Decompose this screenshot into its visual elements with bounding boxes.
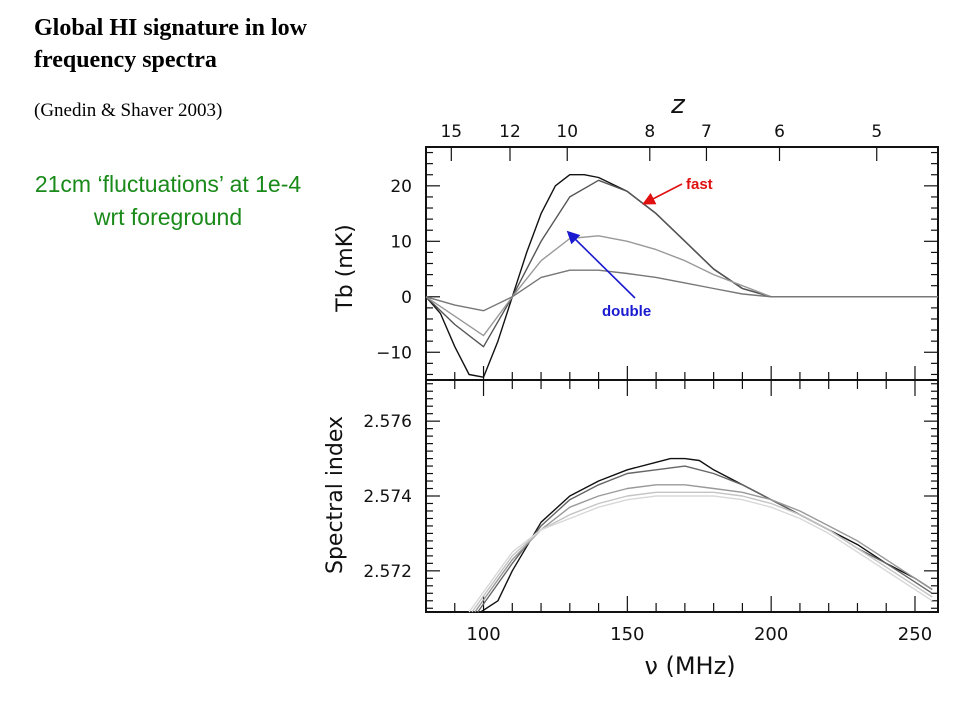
top-y-axis-label: Tb (mK) <box>333 224 358 312</box>
top-series-line-4 <box>425 269 938 312</box>
double-label: double <box>602 303 651 320</box>
top-series-line-1 <box>425 174 938 378</box>
top-y-tick-label: 0 <box>401 288 412 308</box>
redshift-tick-label: 8 <box>644 122 655 142</box>
redshift-tick-label: 12 <box>499 122 521 142</box>
slide-citation: (Gnedin & Shaver 2003) <box>34 100 223 121</box>
bottom-series-line-1 <box>480 457 933 613</box>
redshift-tick-label: 5 <box>871 122 882 142</box>
top-panel-frame <box>425 146 939 381</box>
bottom-y-tick-label: 2.572 <box>363 562 412 582</box>
bottom-series-line-2 <box>477 465 933 613</box>
bottom-y-axis-label: Spectral index <box>323 416 348 574</box>
x-axis-label: ν (MHz) <box>644 652 735 680</box>
bottom-series-line-5 <box>468 495 933 613</box>
top-y-tick-label: 10 <box>390 232 412 252</box>
double-arrow <box>566 230 636 299</box>
redshift-tick-label: 7 <box>701 122 712 142</box>
slide-title: Global HI signature in low frequency spe… <box>34 15 307 73</box>
redshift-tick-label: 15 <box>440 122 462 142</box>
x-tick-label: 100 <box>466 624 500 645</box>
top-axis-label: z <box>670 90 686 120</box>
x-tick-label: 200 <box>754 624 788 645</box>
top-panel: 15 12 10 8 7 6 5 20 10 0 −10 z Tb (mK) fast double <box>333 90 939 381</box>
top-series-line-2 <box>425 179 938 348</box>
bottom-panel: 100 150 200 250 2.576 2.574 2.572 Spectral ind… <box>323 379 939 680</box>
top-panel-ticks: 15 12 10 8 7 6 5 20 10 0 −10 <box>376 122 938 380</box>
bottom-y-tick-label: 2.576 <box>363 412 412 432</box>
fast-label: fast <box>686 176 713 193</box>
fluctuations-note: 21cm ‘fluctuations’ at 1e-4 wrt foregrou… <box>34 171 302 230</box>
redshift-tick-label: 6 <box>774 122 785 142</box>
redshift-tick-label: 10 <box>556 122 578 142</box>
callouts: fast double <box>566 176 713 320</box>
bottom-panel-ticks: 100 150 200 250 2.576 2.574 2.572 <box>363 380 938 645</box>
top-y-tick-label: 20 <box>390 177 412 197</box>
top-panel-series <box>425 174 938 378</box>
bottom-series-line-4 <box>471 491 933 613</box>
bottom-panel-series <box>468 457 933 613</box>
x-tick-label: 250 <box>898 624 932 645</box>
top-series-line-3 <box>425 235 938 337</box>
x-tick-label: 150 <box>610 624 644 645</box>
fast-arrow <box>642 183 683 205</box>
top-y-tick-label: −10 <box>376 343 412 363</box>
bottom-y-tick-label: 2.574 <box>363 487 412 507</box>
bottom-series-line-3 <box>474 484 933 613</box>
